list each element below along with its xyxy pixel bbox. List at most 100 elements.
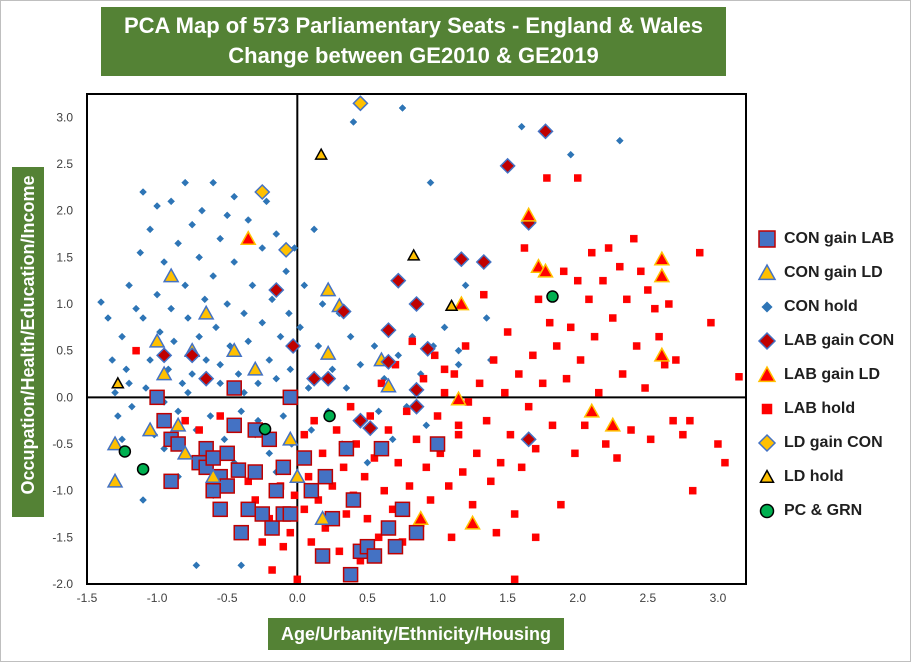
point-con-gain-lab [163, 473, 179, 490]
point-lab-hold [573, 276, 582, 285]
point-lab-hold [503, 328, 512, 336]
point-con-gain-lab [219, 445, 235, 462]
point-con-hold [216, 234, 225, 243]
point-lab-hold [132, 346, 140, 355]
point-lab-hold [433, 412, 442, 420]
point-ld-gain-con [352, 95, 369, 112]
point-lab-hold [346, 402, 355, 411]
legend-symbol [761, 301, 773, 313]
point-con-gain-ld [246, 360, 264, 376]
point-con-hold [265, 356, 274, 364]
point-lab-hold [534, 295, 543, 304]
point-lab-hold [384, 426, 393, 434]
point-con-hold [286, 365, 295, 374]
point-lab-hold [613, 454, 621, 462]
point-lab-hold [552, 342, 561, 350]
point-con-hold [181, 281, 190, 290]
series-con-gain-lab [149, 380, 446, 583]
y-tick-label: 2.0 [56, 204, 73, 218]
point-lab-hold [590, 332, 599, 341]
point-con-hold [454, 360, 463, 369]
point-lab-hold [286, 528, 295, 537]
plot-area-border [86, 93, 747, 585]
legend-symbol [759, 503, 775, 519]
point-lab-hold [506, 430, 515, 439]
legend-item-ld-gain-con: LD gain CON [756, 426, 906, 460]
point-con-hold [310, 225, 318, 234]
series-pc-grn [118, 290, 559, 476]
point-lab-hold [543, 174, 551, 182]
point-con-hold [206, 412, 215, 420]
point-con-hold [307, 426, 316, 434]
point-lab-hold [531, 533, 540, 542]
point-con-gain-ld [197, 304, 215, 320]
point-con-gain-lab [219, 478, 235, 494]
legend-marker-lab-gain-ld [757, 365, 777, 383]
point-con-gain-ld [106, 435, 124, 451]
point-pc-grn [323, 409, 336, 423]
x-tick-label: 2.5 [640, 591, 657, 605]
point-con-gain-lab [264, 520, 280, 536]
point-con-gain-lab [380, 520, 397, 536]
point-lab-hold [707, 318, 715, 327]
point-lab-gain-con [268, 281, 285, 299]
point-lab-gain-con [335, 303, 352, 320]
legend-symbol [757, 331, 777, 351]
point-con-hold [268, 295, 276, 304]
point-con-hold [244, 337, 253, 346]
legend-label: LD gain CON [784, 434, 883, 451]
point-lab-hold [545, 318, 554, 327]
point-lab-gain-con [408, 381, 425, 398]
point-con-hold [328, 365, 337, 374]
point-lab-hold [408, 337, 417, 346]
point-lab-gain-con [184, 347, 201, 364]
point-con-hold [125, 281, 133, 290]
legend-marker-lab-gain-con [757, 331, 777, 351]
point-lab-hold [402, 407, 411, 416]
legend-symbol [757, 365, 777, 383]
point-con-hold [139, 314, 147, 322]
point-con-gain-lab [254, 506, 271, 522]
point-con-hold [342, 384, 351, 392]
point-con-hold [184, 388, 192, 397]
point-con-gain-lab [303, 482, 320, 499]
point-ld-hold [111, 376, 125, 389]
point-con-hold [240, 309, 248, 318]
point-con-gain-lab [373, 440, 390, 457]
point-lab-hold [450, 370, 459, 378]
point-con-hold [394, 351, 403, 360]
point-lab-gain-ld [537, 262, 554, 278]
point-con-gain-ld [319, 344, 337, 360]
point-con-hold [128, 402, 136, 411]
legend-item-lab-hold: LAB hold [756, 392, 906, 426]
point-con-hold [254, 379, 262, 388]
point-lab-gain-ld [653, 250, 671, 266]
point-lab-hold [475, 379, 484, 388]
point-con-gain-ld [319, 281, 337, 297]
point-con-hold [374, 407, 383, 416]
point-lab-hold [630, 234, 638, 243]
point-lab-gain-ld [239, 230, 257, 246]
point-lab-hold [641, 384, 649, 392]
point-lab-hold [529, 351, 537, 360]
point-ld-hold [406, 248, 421, 261]
point-lab-gain-con [306, 370, 323, 387]
legend-symbol [757, 263, 777, 281]
point-lab-hold [510, 510, 519, 518]
point-con-hold [234, 370, 243, 378]
point-lab-hold [468, 500, 477, 509]
y-tick-label: -0.5 [52, 437, 73, 451]
point-con-hold [248, 281, 257, 290]
point-lab-hold [501, 388, 509, 397]
point-lab-hold [216, 412, 224, 420]
point-con-hold [156, 328, 164, 336]
point-con-hold [422, 421, 431, 430]
legend-marker-con-hold [761, 301, 773, 313]
point-con-hold [181, 178, 190, 187]
point-con-hold [282, 267, 290, 276]
point-con-hold [188, 370, 197, 378]
point-pc-grn [136, 462, 150, 476]
point-lab-hold [454, 421, 463, 430]
point-con-hold [108, 356, 117, 364]
